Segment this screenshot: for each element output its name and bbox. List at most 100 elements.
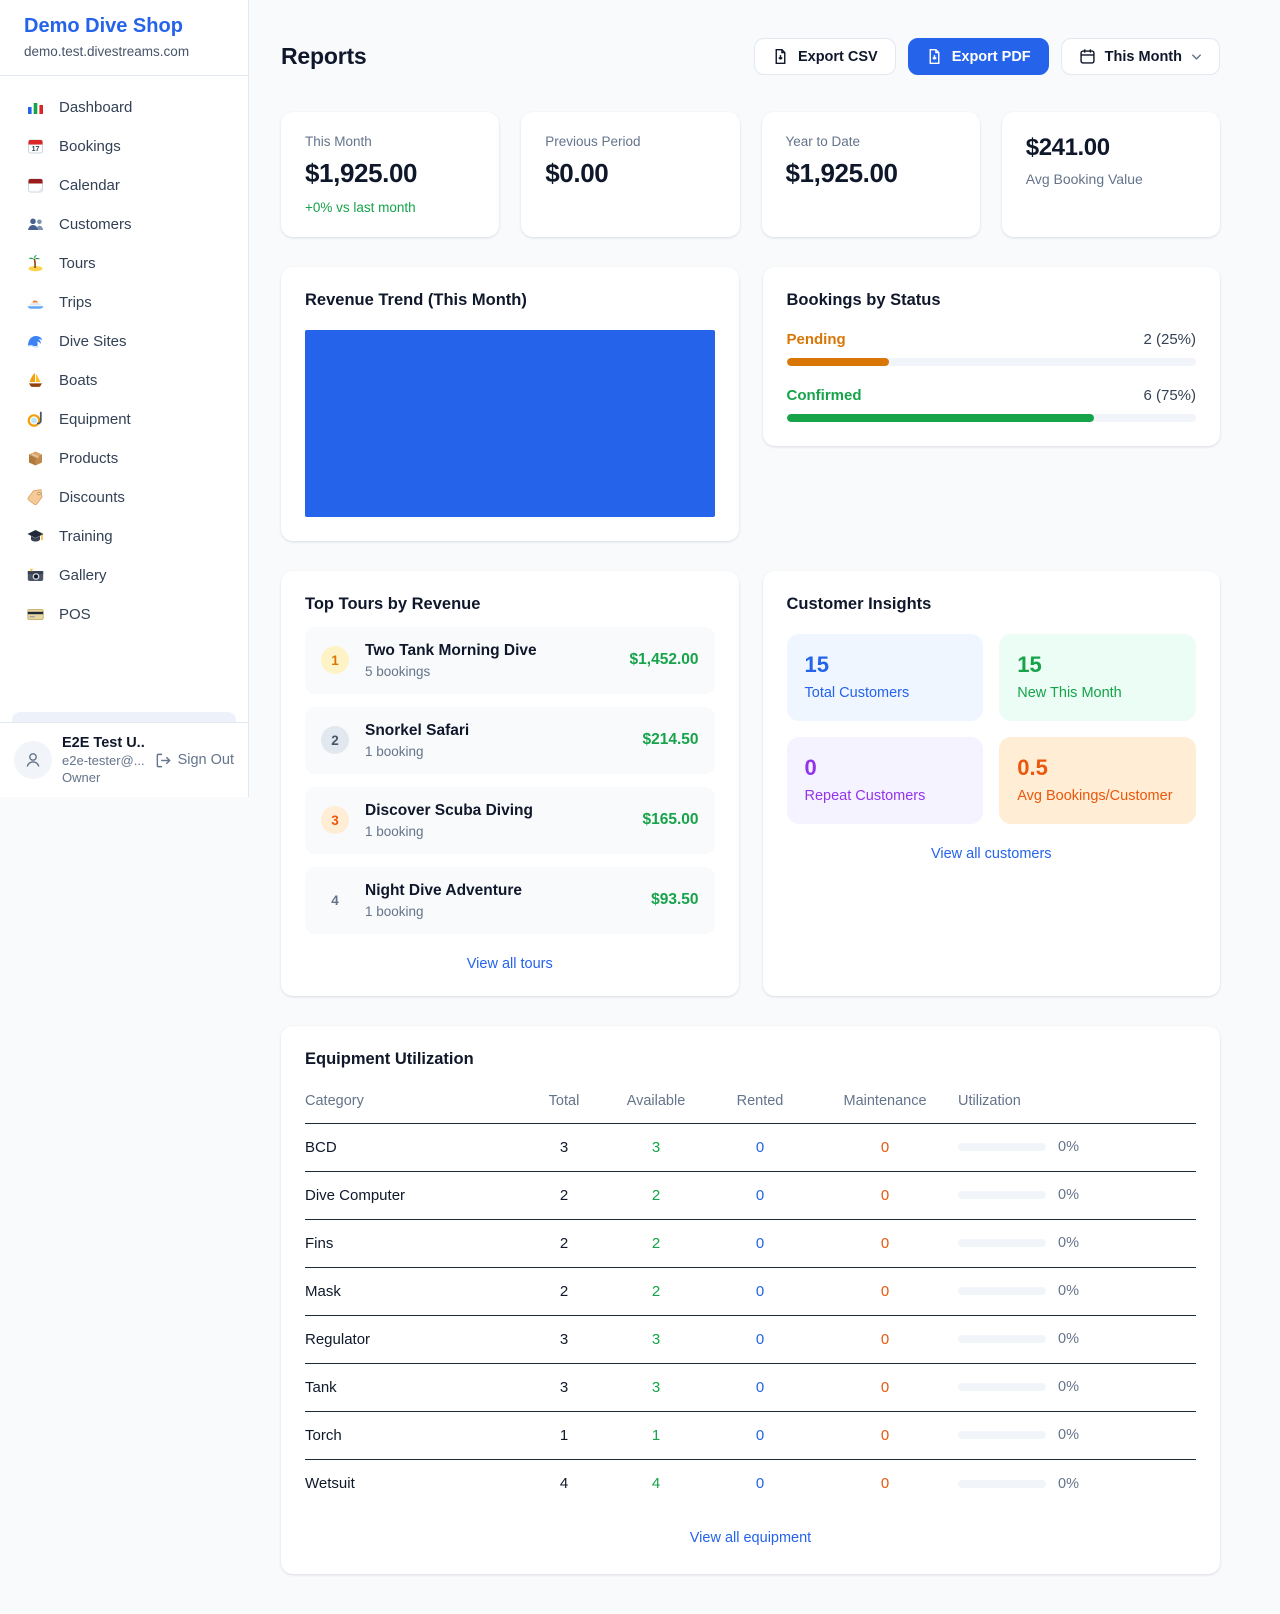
sidebar-item-calendar[interactable]: Calendar	[12, 166, 236, 205]
stat-label: Avg Booking Value	[1025, 170, 1143, 187]
cell-available: 3	[651, 1138, 661, 1156]
period-label: This Month	[1104, 48, 1182, 65]
tour-bookings: 1 booking	[365, 903, 424, 919]
cell-total: 1	[559, 1426, 569, 1444]
sidebar-item-boats[interactable]: Boats	[12, 361, 236, 400]
cell-total: 4	[559, 1475, 569, 1493]
cell-total: 3	[559, 1138, 569, 1156]
tour-name: Night Dive Adventure	[365, 881, 523, 899]
sidebar-item-discounts[interactable]: Discounts	[12, 478, 236, 517]
tile-label: Repeat Customers	[804, 787, 926, 804]
sidebar-item-training[interactable]: Training	[12, 517, 236, 556]
cell-category: Torch	[305, 1426, 342, 1444]
user-panel: E2E Test U... e2e-tester@... Owner Sign …	[0, 722, 248, 797]
revenue-trend-panel: Revenue Trend (This Month)	[281, 266, 739, 541]
tile-label: New This Month	[1017, 684, 1122, 701]
cell-maintenance: 0	[880, 1378, 890, 1396]
view-all-equipment-link[interactable]: View all equipment	[689, 1529, 812, 1546]
person-icon	[26, 753, 40, 767]
cell-available: 1	[651, 1426, 661, 1444]
rank-badge: 4	[331, 892, 339, 908]
user-name: E2E Test U...	[62, 735, 145, 751]
view-all-tours-link[interactable]: View all tours	[466, 955, 553, 972]
status-count: 2 (25%)	[1143, 330, 1196, 348]
sidebar-item-tours[interactable]: Tours	[12, 244, 236, 283]
table-row: BCD 3 3 0 0 0%	[305, 1124, 1196, 1172]
sidebar-item-dashboard[interactable]: Dashboard	[12, 88, 236, 127]
cell-available: 3	[651, 1378, 661, 1396]
stat-delta: +0% vs last month	[305, 199, 416, 215]
tour-list-item[interactable]: 4 Night Dive Adventure 1 booking $93.50	[305, 866, 715, 934]
tour-bookings: 1 booking	[365, 823, 424, 839]
sidebar-item-active-partial[interactable]	[12, 712, 236, 722]
export-csv-button[interactable]: Export CSV	[753, 38, 896, 76]
cell-category: Fins	[305, 1234, 334, 1252]
tour-amount: $1,452.00	[629, 651, 699, 669]
equipment-utilization-panel: Equipment Utilization Category Total Ava…	[281, 1025, 1220, 1574]
dashboard-icon	[26, 98, 45, 117]
cell-rented: 0	[755, 1378, 765, 1396]
cell-total: 3	[559, 1378, 569, 1396]
sidebar-item-dive-sites[interactable]: Dive Sites	[12, 322, 236, 361]
sidebar-item-pos[interactable]: POS	[12, 595, 236, 634]
cell-available: 3	[651, 1330, 661, 1348]
nav-label: Trips	[59, 294, 92, 311]
cell-rented: 0	[755, 1426, 765, 1444]
stat-cards: This Month $1,925.00 +0% vs last month P…	[281, 111, 1220, 237]
sidebar-item-equipment[interactable]: Equipment	[12, 400, 236, 439]
view-all-customers-link[interactable]: View all customers	[930, 845, 1052, 862]
bookings-calendar-icon: 17	[26, 137, 45, 156]
col-maintenance: Maintenance	[843, 1092, 927, 1109]
insight-tile-new-this-month: 15 New This Month	[999, 633, 1196, 721]
sidebar-item-trips[interactable]: Trips	[12, 283, 236, 322]
sidebar-item-customers[interactable]: Customers	[12, 205, 236, 244]
sidebar-item-gallery[interactable]: Gallery	[12, 556, 236, 595]
rank-badge: 1	[321, 646, 349, 675]
tours-island-icon	[26, 254, 45, 273]
brand-name[interactable]: Demo Dive Shop	[24, 15, 183, 37]
tile-label: Total Customers	[804, 684, 910, 701]
cell-maintenance: 0	[880, 1138, 890, 1156]
cell-utilization: 0%	[1058, 1235, 1079, 1252]
cell-utilization: 0%	[1058, 1283, 1079, 1300]
cell-rented: 0	[755, 1475, 765, 1493]
export-pdf-button[interactable]: Export PDF	[907, 38, 1049, 76]
cell-total: 2	[559, 1282, 569, 1300]
tile-label: Avg Bookings/Customer	[1017, 787, 1173, 804]
tour-list-item[interactable]: 2 Snorkel Safari 1 booking $214.50	[305, 706, 715, 774]
nav-label: Dive Sites	[59, 333, 127, 350]
tile-value: 0	[804, 754, 817, 780]
cell-utilization: 0%	[1058, 1427, 1079, 1444]
cell-maintenance: 0	[880, 1186, 890, 1204]
export-pdf-label: Export PDF	[951, 48, 1031, 65]
cell-utilization: 0%	[1058, 1139, 1079, 1156]
main-content: Reports Export CSV Export PDF This Month	[249, 0, 1280, 1614]
utilization-bar	[958, 1287, 1046, 1296]
tour-bookings: 5 bookings	[365, 663, 431, 679]
status-progress-track	[786, 357, 1196, 366]
tour-list-item[interactable]: 3 Discover Scuba Diving 1 booking $165.0…	[305, 786, 715, 854]
sidebar: Demo Dive Shop demo.test.divestreams.com…	[0, 0, 249, 797]
tag-icon	[26, 488, 45, 507]
cell-maintenance: 0	[880, 1330, 890, 1348]
nav-label: Dashboard	[59, 99, 133, 116]
cell-category: Tank	[305, 1378, 337, 1396]
col-rented: Rented	[736, 1092, 784, 1109]
insight-tile-total-customers: 15 Total Customers	[786, 633, 984, 721]
export-csv-label: Export CSV	[797, 48, 878, 65]
period-dropdown[interactable]: This Month	[1060, 38, 1220, 76]
cell-category: Mask	[305, 1282, 341, 1300]
sign-out-button[interactable]: Sign Out	[155, 752, 234, 769]
sidebar-item-products[interactable]: Products	[12, 439, 236, 478]
trips-boat-icon	[26, 293, 45, 312]
stat-value: $0.00	[545, 157, 609, 188]
chevron-down-icon	[1191, 53, 1202, 61]
table-row: Mask 2 2 0 0 0%	[305, 1268, 1196, 1316]
cell-utilization: 0%	[1058, 1379, 1079, 1396]
sidebar-item-bookings[interactable]: 17 Bookings	[12, 127, 236, 166]
top-tours-title: Top Tours by Revenue	[305, 594, 481, 613]
status-progress-fill	[786, 357, 889, 366]
equipment-table-header: Category Total Available Rented Maintena…	[305, 1085, 1196, 1124]
cell-maintenance: 0	[880, 1475, 890, 1493]
tour-list-item[interactable]: 1 Two Tank Morning Dive 5 bookings $1,45…	[305, 626, 715, 694]
